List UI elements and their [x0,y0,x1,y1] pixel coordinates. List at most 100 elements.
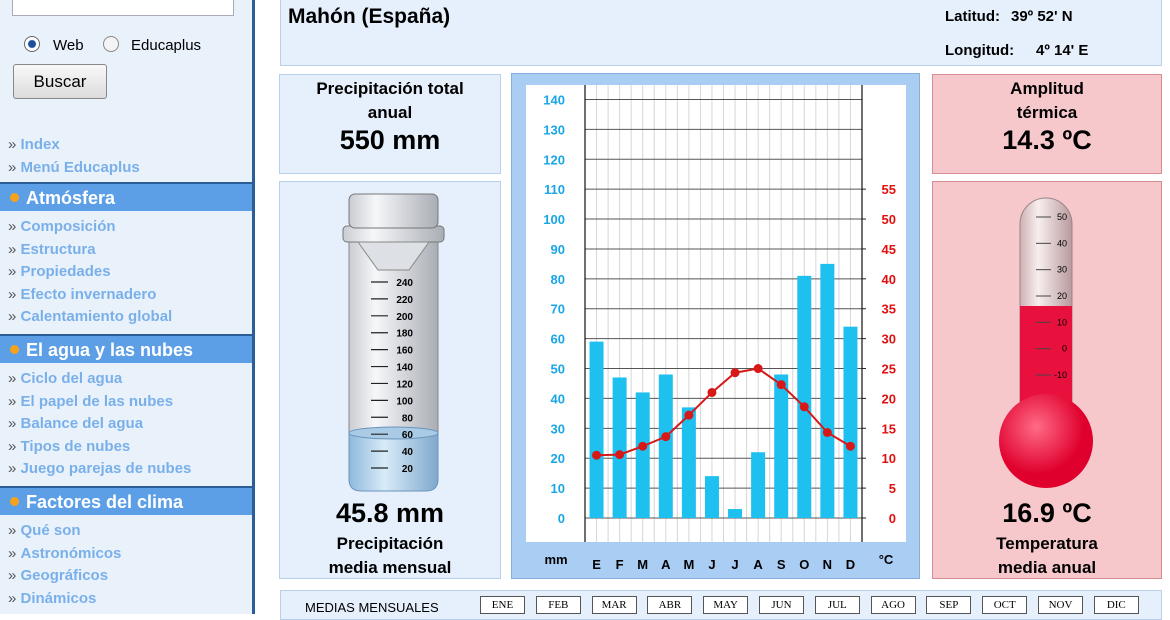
temperature-point [707,387,717,397]
temperature-point [684,410,694,420]
temperature-point [776,380,786,390]
y2-tick-label: 55 [882,182,896,197]
scale-label: 240 [396,278,413,289]
nav-link[interactable]: El papel de las nubes [8,393,174,410]
month-button[interactable]: NOV [1038,596,1083,614]
value: 45.8 mm [335,498,445,528]
scale-label: -10 [1054,370,1067,380]
funnel [357,241,430,271]
label: Temperatura media anual [996,534,1098,577]
nav-link[interactable]: Geográficos [8,567,109,584]
y-tick-label: 20 [551,451,565,466]
nav-link[interactable]: Calentamiento global [8,308,173,325]
section-header[interactable]: Factores del clima [0,486,252,515]
radio-educaplus[interactable] [103,36,119,52]
nav-link[interactable]: Ciclo del agua [8,370,123,387]
y-axis-label: mm [544,552,567,567]
scale-label: 40 [1057,238,1067,248]
section-header[interactable]: Atmósfera [0,182,252,211]
month-button[interactable]: JUL [814,596,860,614]
nav-link[interactable]: Index [8,136,60,153]
month-button[interactable]: ABR [647,596,693,614]
radio-label: Web [53,37,84,54]
y2-tick-label: 35 [882,302,896,317]
temperature-point [615,450,625,460]
search-input[interactable] [12,0,234,16]
value: 16.9 ºC [1002,498,1092,528]
section-header[interactable]: El agua y las nubes [0,334,252,363]
longitude-label: Longitud: [945,42,1015,59]
scale-label: 140 [396,363,413,374]
scale-label: 220 [396,295,413,306]
y-tick-label: 30 [551,421,565,436]
nav-link[interactable]: Balance del agua [8,415,144,432]
temperature-point [730,368,740,378]
total-precip-panel: Precipitación total anual 550 mm [279,74,501,174]
y-tick-label: 0 [558,511,565,526]
temperature-point [638,441,648,451]
month-button[interactable]: AGO [870,596,916,614]
y-tick-label: 40 [551,391,565,406]
nav-link[interactable]: Tipos de nubes [8,438,131,455]
thermometer: -10 0 10 20 30 40 50 [999,197,1093,488]
value: 550 mm [339,125,441,155]
y-tick-label: 60 [551,332,565,347]
y-tick-label: 10 [551,481,565,496]
x-tick-label: O [799,557,809,572]
mean-precip-panel: 20 40 60 80 100 120 140 160 180 200 220 240 45.8 mm… [279,181,501,579]
bar [589,341,604,518]
scale-label: 80 [402,413,414,424]
y-tick-label: 100 [543,212,565,227]
nav-link[interactable]: Composición [8,218,116,235]
bar [681,407,696,518]
month-button[interactable]: DIC [1093,596,1139,614]
scale-label: 160 [396,346,413,357]
bar [843,326,858,518]
month-button[interactable]: ENE [480,596,525,614]
month-button[interactable]: FEB [535,596,581,614]
nav-link[interactable]: Propiedades [8,263,111,280]
x-tick-label: N [823,557,832,572]
bar [797,275,812,518]
nav-link[interactable]: Astronómicos [8,545,122,562]
month-button[interactable]: MAY [703,596,749,614]
nav-link[interactable]: Efecto invernadero [8,286,157,303]
search-button[interactable]: Buscar [13,64,107,99]
month-button[interactable]: MAR [591,596,637,614]
month-button[interactable]: SEP [926,596,972,614]
value: 14.3 ºC [1002,125,1092,155]
month-button[interactable]: OCT [982,596,1028,614]
x-tick-label: E [592,557,601,572]
y-tick-label: 130 [543,122,565,137]
y2-tick-label: 45 [882,242,896,257]
nav-link[interactable]: Estructura [8,241,96,258]
y-tick-label: 90 [551,242,565,257]
y-tick-label: 80 [551,272,565,287]
y2-tick-label: 40 [882,272,896,287]
header: Mahón (España) Latitud: 39º 52' N Longit… [280,0,1162,66]
y2-tick-label: 10 [882,451,896,466]
nav-link[interactable]: Qué son [8,522,81,539]
scale-label: 100 [396,396,413,407]
scale-label: 60 [402,430,414,441]
radio-web[interactable] [24,36,40,52]
temperature-point [845,441,855,451]
station: Mahón (España) [288,5,451,28]
x-tick-label: J [708,557,715,572]
temperature-point [822,427,832,437]
plot-background [526,85,906,542]
bulb [999,394,1093,488]
nav-link[interactable]: Juego parejas de nubes [8,460,192,477]
nav-link[interactable]: Menú Educaplus [8,159,140,176]
month-button[interactable]: JUN [759,596,804,614]
radio-label: Educaplus [131,37,202,54]
bar [658,374,673,518]
y-tick-label: 50 [551,362,565,377]
y2-tick-label: 0 [889,511,896,526]
latitude-label: Latitud: [945,8,1000,25]
y2-axis-label: °C [879,552,894,567]
x-tick-label: J [731,557,738,572]
scale-label: 0 [1062,344,1067,354]
bar [820,263,835,518]
nav-link[interactable]: Dinámicos [8,590,97,607]
